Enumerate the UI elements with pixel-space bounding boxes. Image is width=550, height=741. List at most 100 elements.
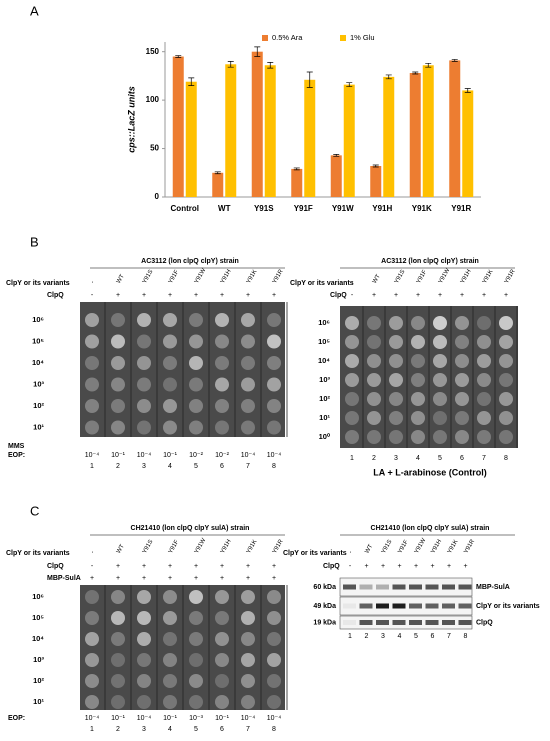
y-tick-label: 0 bbox=[155, 192, 160, 201]
variants-label: - bbox=[90, 550, 96, 555]
eop-label: 10⁻⁴ bbox=[137, 452, 152, 459]
colony-spot bbox=[163, 334, 177, 349]
colony-spot bbox=[345, 411, 359, 425]
colony-spot bbox=[241, 611, 255, 625]
lanes-label: 6 bbox=[220, 463, 224, 470]
clpq-label: + bbox=[194, 292, 198, 299]
colony-spot bbox=[241, 632, 255, 646]
marker-label: 19 kDa bbox=[313, 619, 336, 626]
blot-band bbox=[343, 603, 356, 609]
colony-spot bbox=[477, 335, 491, 349]
colony-spot bbox=[111, 632, 125, 646]
colony-spot bbox=[189, 674, 203, 688]
colony-spot bbox=[111, 420, 125, 435]
eop-label: 10⁻⁴ bbox=[241, 452, 256, 459]
eop-label: EOP: bbox=[8, 715, 25, 722]
strain-title: CH21410 (lon clpQ clpY sulA) strain bbox=[131, 525, 250, 532]
variants-label: Y91K bbox=[447, 539, 460, 555]
dilution-label: 10¹ bbox=[319, 413, 330, 422]
x-tick-label: Y91R bbox=[451, 204, 471, 213]
lanes-label: 8 bbox=[272, 726, 276, 733]
colony-spot bbox=[215, 695, 229, 709]
blot-band bbox=[376, 584, 389, 590]
lanes-label: 2 bbox=[372, 455, 376, 462]
colony-spot bbox=[163, 356, 177, 370]
eop-label: 10⁻⁴ bbox=[137, 715, 152, 722]
variants-label: Y91S bbox=[394, 269, 407, 285]
colony-spot bbox=[85, 313, 99, 327]
band-label: MBP-SulA bbox=[476, 584, 510, 591]
variants-label: WT bbox=[364, 543, 374, 554]
colony-spot bbox=[215, 611, 229, 625]
colony-spot bbox=[111, 695, 125, 709]
bar bbox=[304, 79, 316, 197]
clpq-label: + bbox=[142, 563, 146, 570]
clpq-label: + bbox=[447, 563, 451, 570]
error-bar bbox=[425, 62, 432, 68]
legend-swatch bbox=[262, 35, 268, 41]
colony-spot bbox=[163, 377, 177, 392]
colony-spot bbox=[267, 611, 281, 625]
clpq-label: + bbox=[381, 563, 385, 570]
colony-spot bbox=[111, 356, 125, 370]
clpq-label: + bbox=[438, 292, 442, 299]
colony-spot bbox=[137, 334, 151, 349]
colony-spot bbox=[433, 411, 447, 425]
eop-label: 10⁻² bbox=[189, 452, 203, 459]
colony-spot bbox=[267, 334, 281, 349]
bar bbox=[251, 51, 263, 197]
y-tick-label: 150 bbox=[146, 47, 160, 56]
colony-spot bbox=[499, 354, 513, 368]
dilution-label: 10³ bbox=[33, 379, 44, 388]
colony-spot bbox=[499, 392, 513, 406]
eop-label: 10⁻² bbox=[215, 452, 229, 459]
variants-label: Y91K bbox=[246, 269, 259, 285]
bar bbox=[343, 84, 355, 197]
variants-label: Y91W bbox=[194, 537, 208, 554]
clpq-label: + bbox=[142, 292, 146, 299]
dilution-label: 10² bbox=[319, 394, 330, 403]
eop-label: 10⁻⁴ bbox=[85, 452, 100, 459]
bar bbox=[462, 90, 474, 197]
dilution-label: 10⁴ bbox=[32, 358, 44, 367]
bar bbox=[383, 76, 395, 197]
dilution-label: 10⁴ bbox=[318, 356, 330, 365]
colony-spot bbox=[433, 373, 447, 387]
colony-spot bbox=[267, 377, 281, 392]
colony-spot bbox=[389, 316, 403, 330]
colony-spot bbox=[455, 411, 469, 425]
x-tick-label: Control bbox=[171, 204, 199, 213]
x-tick-label: Y91H bbox=[372, 204, 392, 213]
variants-label: Y91W bbox=[414, 537, 428, 554]
blot-band bbox=[392, 584, 406, 590]
bar bbox=[172, 56, 184, 197]
strain-title: CH21410 (lon clpQ clpY sulA) strain bbox=[371, 525, 490, 532]
blot-band bbox=[442, 584, 455, 590]
variants-label: Y91W bbox=[194, 267, 208, 284]
colony-spot bbox=[215, 377, 229, 392]
colony-spot bbox=[137, 313, 151, 327]
colony-spot bbox=[111, 590, 125, 604]
clpq-label: + bbox=[194, 563, 198, 570]
bar bbox=[409, 73, 421, 197]
colony-spot bbox=[345, 373, 359, 387]
row-label: MBP-SulA bbox=[47, 575, 81, 582]
colony-spot bbox=[189, 653, 203, 667]
colony-spot bbox=[111, 674, 125, 688]
colony-spot bbox=[215, 334, 229, 349]
dilution-label: 10³ bbox=[33, 655, 44, 664]
colony-spot bbox=[137, 674, 151, 688]
colony-spot bbox=[241, 377, 255, 392]
colony-spot bbox=[345, 354, 359, 368]
colony-spot bbox=[455, 316, 469, 330]
lanes-label: 7 bbox=[482, 455, 486, 462]
clpq-label: + bbox=[414, 563, 418, 570]
mbp_sula-label: + bbox=[90, 575, 94, 582]
colony-spot bbox=[189, 420, 203, 435]
colony-spot bbox=[85, 590, 99, 604]
clpq-label: + bbox=[168, 563, 172, 570]
bar bbox=[291, 168, 303, 197]
x-tick-label: Y91K bbox=[412, 204, 432, 213]
bar bbox=[330, 155, 342, 197]
colony-spot bbox=[137, 590, 151, 604]
